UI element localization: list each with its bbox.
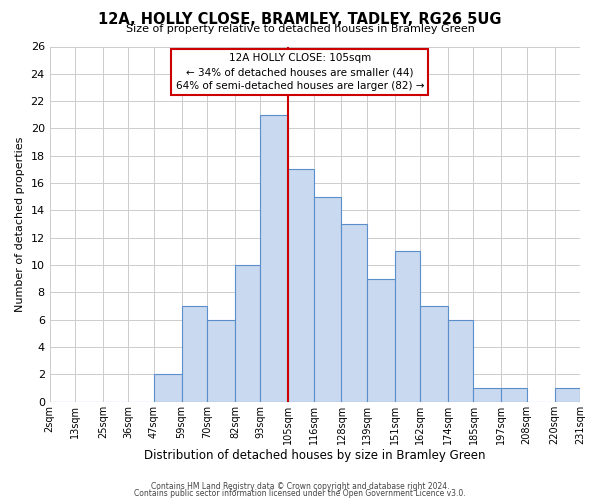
Bar xyxy=(473,388,501,402)
Y-axis label: Number of detached properties: Number of detached properties xyxy=(15,136,25,312)
Bar xyxy=(448,320,473,402)
Text: 12A HOLLY CLOSE: 105sqm
← 34% of detached houses are smaller (44)
64% of semi-de: 12A HOLLY CLOSE: 105sqm ← 34% of detache… xyxy=(176,54,424,92)
Bar xyxy=(207,320,235,402)
X-axis label: Distribution of detached houses by size in Bramley Green: Distribution of detached houses by size … xyxy=(144,450,485,462)
Bar xyxy=(420,306,448,402)
Text: Contains public sector information licensed under the Open Government Licence v3: Contains public sector information licen… xyxy=(134,489,466,498)
Bar xyxy=(288,170,314,402)
Text: 12A, HOLLY CLOSE, BRAMLEY, TADLEY, RG26 5UG: 12A, HOLLY CLOSE, BRAMLEY, TADLEY, RG26 … xyxy=(98,12,502,28)
Bar xyxy=(235,265,260,402)
Bar xyxy=(395,252,420,402)
Bar xyxy=(260,115,288,402)
Bar xyxy=(154,374,182,402)
Bar xyxy=(554,388,580,402)
Bar xyxy=(182,306,207,402)
Bar xyxy=(367,279,395,402)
Bar xyxy=(341,224,367,402)
Text: Contains HM Land Registry data © Crown copyright and database right 2024.: Contains HM Land Registry data © Crown c… xyxy=(151,482,449,491)
Bar xyxy=(501,388,527,402)
Text: Size of property relative to detached houses in Bramley Green: Size of property relative to detached ho… xyxy=(125,24,475,34)
Bar xyxy=(314,197,341,402)
